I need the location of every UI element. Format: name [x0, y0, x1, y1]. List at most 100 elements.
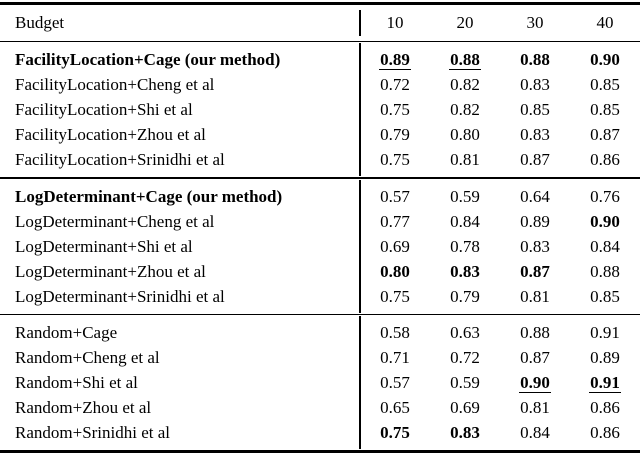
score-value: 0.77 — [380, 211, 410, 231]
score-value: 0.87 — [520, 348, 550, 367]
score-value: 0.80 — [380, 261, 410, 281]
score-cell: 0.83 — [430, 259, 500, 284]
score-cell: 0.87 — [500, 259, 570, 284]
score-value: 0.75 — [380, 100, 410, 119]
score-cell: 0.83 — [430, 420, 500, 445]
score-cell: 0.81 — [500, 284, 570, 309]
score-cell: 0.85 — [500, 97, 570, 122]
method-label: LogDeterminant+Shi et al — [15, 236, 193, 256]
score-value: 0.84 — [450, 211, 480, 231]
score-cell: 0.85 — [570, 284, 640, 309]
table-header-row: Budget 10 20 30 40 — [0, 5, 640, 41]
score-cell: 0.83 — [500, 72, 570, 97]
method-row: Random+Shi et al 0.57 0.59 0.90 0.91 — [0, 370, 640, 395]
column-separator-line — [359, 179, 361, 313]
score-cell: 0.75 — [360, 284, 430, 309]
method-row: LogDeterminant+Zhou et al 0.80 0.83 0.87… — [0, 259, 640, 284]
method-label: FacilityLocation+Cheng et al — [15, 75, 215, 94]
score-cell: 0.76 — [570, 184, 640, 209]
score-value: 0.59 — [450, 186, 480, 206]
method-label: FacilityLocation+Zhou et al — [15, 125, 206, 144]
score-cell: 0.84 — [430, 209, 500, 234]
score-cell: 0.85 — [570, 72, 640, 97]
score-cell: 0.86 — [570, 147, 640, 172]
score-cell: 0.75 — [360, 420, 430, 445]
score-value: 0.72 — [450, 348, 480, 367]
method-row: FacilityLocation+Srinidhi et al 0.75 0.8… — [0, 147, 640, 172]
method-row: Random+Cage 0.58 0.63 0.88 0.91 — [0, 320, 640, 345]
score-cell: 0.75 — [360, 97, 430, 122]
score-cell: 0.80 — [360, 259, 430, 284]
column-separator-line — [359, 9, 361, 36]
score-cell: 0.88 — [500, 47, 570, 72]
score-value: 0.85 — [520, 100, 550, 119]
method-label: LogDeterminant+Cheng et al — [15, 211, 215, 231]
score-cell: 0.88 — [430, 47, 500, 72]
score-cell: 0.71 — [360, 345, 430, 370]
group-separator-rule — [0, 177, 640, 179]
score-value: 0.80 — [450, 125, 480, 144]
score-value: 0.90 — [590, 211, 620, 231]
score-value: 0.90 — [590, 50, 620, 69]
score-value: 0.85 — [590, 286, 620, 306]
score-value: 0.87 — [590, 125, 620, 144]
score-cell: 0.72 — [360, 72, 430, 97]
method-label: FacilityLocation+Shi et al — [15, 100, 193, 119]
method-label: Random+Srinidhi et al — [15, 423, 171, 442]
method-row: Random+Cheng et al 0.71 0.72 0.87 0.89 — [0, 345, 640, 370]
bottom-rule — [0, 450, 640, 453]
score-value: 0.87 — [520, 150, 550, 169]
score-value: 0.86 — [590, 423, 620, 442]
budget-header-label: Budget — [15, 12, 65, 32]
score-value: 0.79 — [450, 286, 480, 306]
score-value: 0.89 — [379, 50, 411, 71]
score-value: 0.83 — [450, 423, 480, 442]
score-value: 0.86 — [590, 398, 620, 417]
score-value: 0.79 — [380, 125, 410, 144]
score-value: 0.75 — [380, 423, 410, 442]
score-cell: 0.65 — [360, 395, 430, 420]
score-value: 0.81 — [450, 150, 480, 169]
score-value: 0.64 — [520, 186, 550, 206]
score-value: 0.89 — [520, 211, 550, 231]
score-value: 0.72 — [380, 75, 410, 94]
score-value: 0.91 — [590, 323, 620, 342]
score-cell: 0.69 — [360, 234, 430, 259]
budget-column-header: 30 — [526, 12, 544, 32]
score-value: 0.85 — [590, 75, 620, 94]
budget-column-header: 20 — [456, 12, 474, 32]
score-cell: 0.90 — [570, 209, 640, 234]
score-value: 0.83 — [520, 75, 550, 94]
score-cell: 0.85 — [570, 97, 640, 122]
score-value: 0.69 — [380, 236, 410, 256]
score-cell: 0.89 — [570, 345, 640, 370]
score-cell: 0.84 — [570, 234, 640, 259]
method-row: FacilityLocation+Shi et al 0.75 0.82 0.8… — [0, 97, 640, 122]
score-value: 0.65 — [380, 398, 410, 417]
method-row: LogDeterminant+Cage (our method) 0.57 0.… — [0, 184, 640, 209]
method-label: Random+Cheng et al — [15, 348, 160, 367]
score-cell: 0.69 — [430, 395, 500, 420]
score-value: 0.88 — [449, 50, 481, 71]
score-value: 0.88 — [590, 261, 620, 281]
score-value: 0.82 — [450, 75, 480, 94]
score-value: 0.75 — [380, 286, 410, 306]
score-cell: 0.84 — [500, 420, 570, 445]
score-cell: 0.86 — [570, 420, 640, 445]
method-row: LogDeterminant+Srinidhi et al 0.75 0.79 … — [0, 284, 640, 309]
score-cell: 0.89 — [500, 209, 570, 234]
method-row: FacilityLocation+Zhou et al 0.79 0.80 0.… — [0, 122, 640, 147]
score-value: 0.88 — [520, 323, 550, 342]
score-value: 0.58 — [380, 323, 410, 342]
score-cell: 0.91 — [570, 320, 640, 345]
header-rule — [0, 40, 640, 42]
score-cell: 0.90 — [570, 47, 640, 72]
score-value: 0.81 — [520, 398, 550, 417]
score-cell: 0.87 — [570, 122, 640, 147]
score-cell: 0.79 — [360, 122, 430, 147]
score-value: 0.90 — [519, 373, 551, 394]
budget-column-header: 40 — [596, 12, 614, 32]
random-group: Random+Cage 0.58 0.63 0.88 0.91 Random+C… — [0, 315, 640, 450]
score-value: 0.71 — [380, 348, 410, 367]
